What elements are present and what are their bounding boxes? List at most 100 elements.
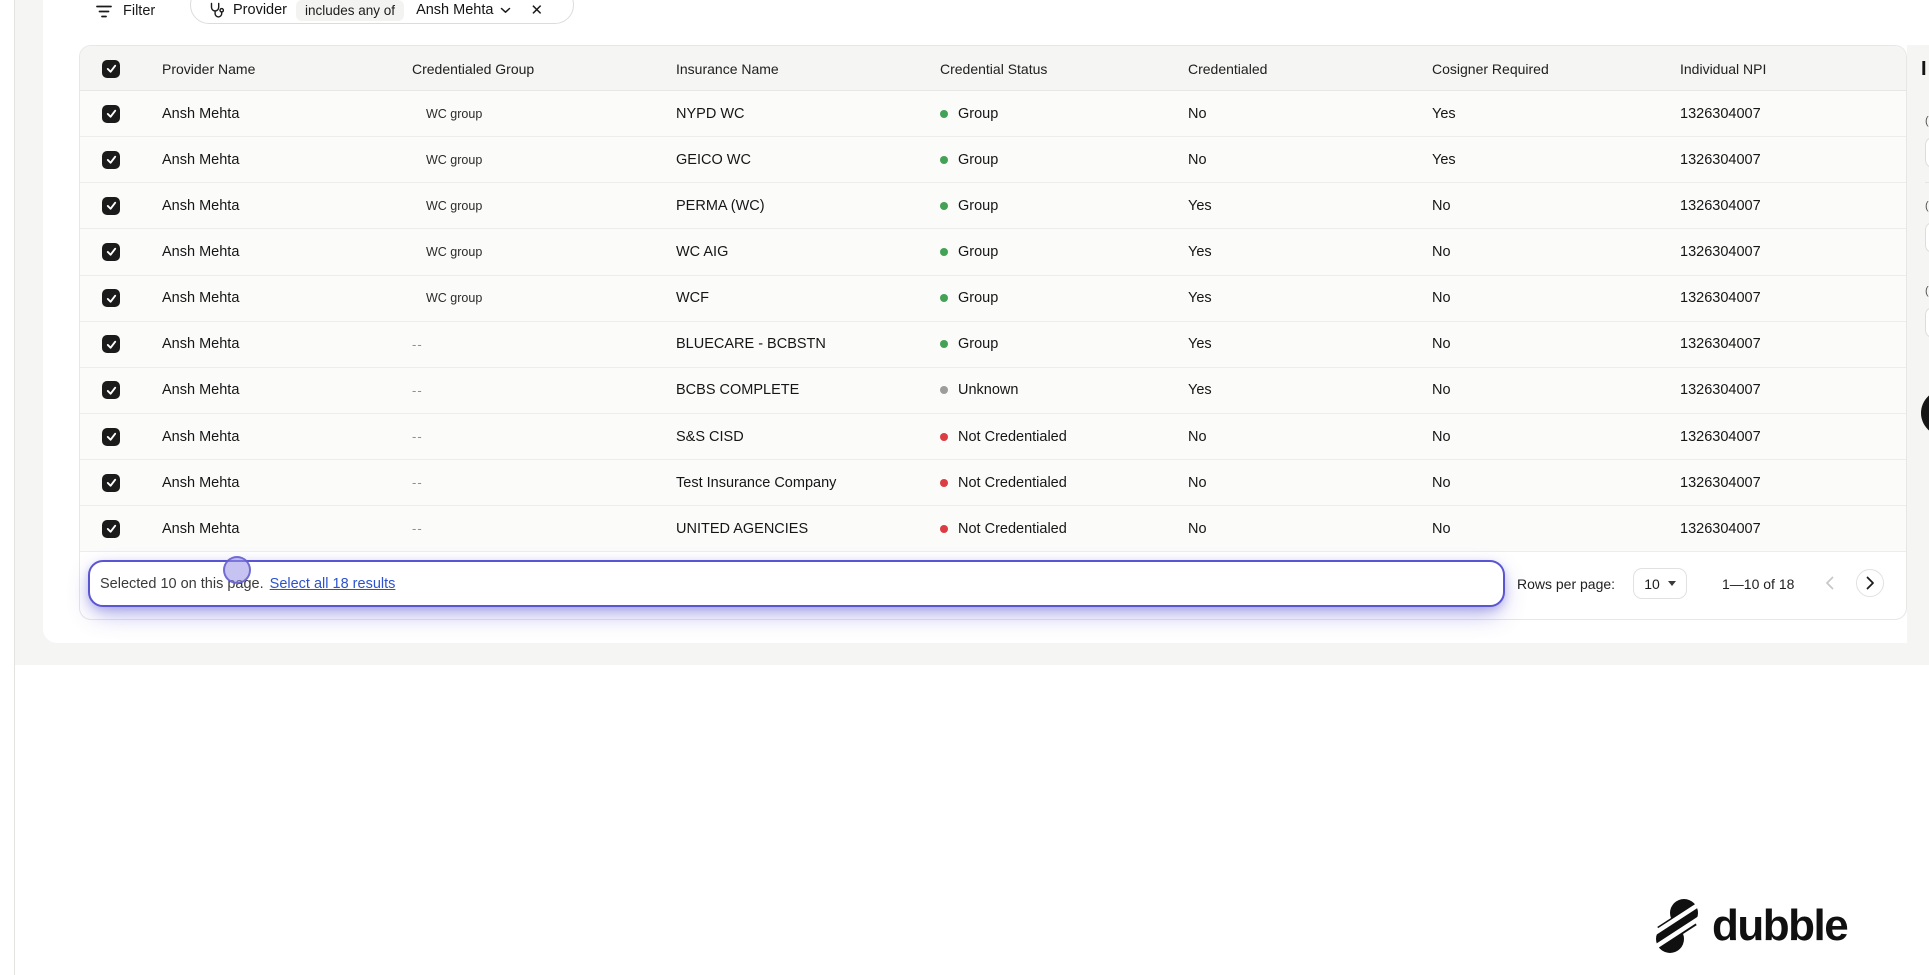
column-header-individual-npi[interactable]: Individual NPI (1680, 60, 1767, 77)
select-all-link[interactable]: Select all 18 results (269, 575, 396, 592)
cell-credentialed: No (1188, 520, 1207, 537)
table-row[interactable]: Ansh Mehta -- BCBS COMPLETE Unknown Yes … (80, 367, 1906, 414)
cell-credential-status: Group (940, 137, 998, 182)
status-label: Group (958, 105, 999, 122)
row-checkbox[interactable] (102, 104, 120, 123)
right-panel-heading-fragment: I (1921, 58, 1927, 80)
cell-cosigner-required: No (1432, 197, 1451, 214)
cell-credentialed-group: WC group (426, 106, 483, 121)
cell-insurance-name: NYPD WC (676, 105, 745, 122)
next-page-button[interactable] (1856, 569, 1884, 597)
cell-credentialed: No (1188, 428, 1207, 445)
status-dot (940, 155, 948, 164)
cell-credentialed-group: WC group (426, 198, 483, 213)
cell-cosigner-required: Yes (1432, 151, 1456, 168)
row-checkbox-cell (102, 276, 120, 321)
cell-credentialed: Yes (1188, 336, 1212, 353)
status-dot (940, 294, 948, 303)
status-label: Not Credentialed (958, 428, 1067, 445)
chip-value-dropdown[interactable]: Ansh Mehta (416, 2, 511, 18)
right-panel-edge: I ( ( ( (1907, 45, 1929, 643)
status-label: Unknown (958, 382, 1019, 399)
select-all-checkbox[interactable] (102, 59, 120, 78)
cell-provider-name: Ansh Mehta (162, 382, 240, 399)
table-row[interactable]: Ansh Mehta -- S&S CISD Not Credentialed … (80, 413, 1906, 461)
cell-credentialed-group: -- (412, 336, 423, 352)
cell-credential-status: Not Credentialed (940, 414, 1067, 459)
right-panel-input-fragment[interactable] (1925, 222, 1929, 253)
status-dot (940, 386, 948, 395)
cell-credential-status: Group (940, 276, 998, 321)
table-row[interactable]: Ansh Mehta WC group WCF Group Yes No 132… (80, 275, 1906, 322)
row-checkbox[interactable] (102, 242, 120, 261)
table-row[interactable]: Ansh Mehta WC group PERMA (WC) Group Yes… (80, 183, 1906, 230)
row-checkbox[interactable] (102, 335, 120, 354)
row-checkbox[interactable] (102, 196, 120, 215)
status-label: Not Credentialed (958, 520, 1067, 537)
column-header-cosigner-required[interactable]: Cosigner Required (1432, 60, 1549, 77)
column-header-credentialed[interactable]: Credentialed (1188, 60, 1268, 77)
table-row[interactable]: Ansh Mehta -- Test Insurance Company Not… (80, 460, 1906, 507)
chip-operator[interactable]: includes any of (296, 0, 405, 21)
cell-individual-npi: 1326304007 (1680, 151, 1761, 168)
cell-cosigner-required: Yes (1432, 105, 1456, 122)
table-header-row: Provider Name Credentialed Group Insuran… (80, 46, 1906, 91)
column-header-provider-name[interactable]: Provider Name (162, 60, 256, 77)
right-panel-divider (1925, 182, 1929, 183)
floating-action-button-fragment[interactable] (1921, 390, 1929, 436)
previous-page-button[interactable] (1820, 574, 1838, 592)
select-all-checkbox-cell (102, 46, 120, 91)
filter-button-label: Filter (123, 3, 156, 19)
row-checkbox[interactable] (102, 289, 120, 308)
column-header-credential-status[interactable]: Credential Status (940, 60, 1048, 77)
cell-insurance-name: Test Insurance Company (676, 474, 837, 491)
right-panel-input-fragment[interactable] (1925, 137, 1929, 168)
cell-credential-status: Group (940, 91, 998, 136)
cell-provider-name: Ansh Mehta (162, 428, 240, 445)
cell-credentialed-group: WC group (426, 152, 483, 167)
row-checkbox[interactable] (102, 519, 120, 538)
filter-button[interactable]: Filter (95, 0, 155, 22)
column-header-credentialed-group[interactable]: Credentialed Group (412, 60, 535, 77)
rows-per-page-select[interactable]: 10 (1633, 568, 1687, 599)
cell-cosigner-required: No (1432, 474, 1451, 491)
cell-individual-npi: 1326304007 (1680, 290, 1761, 307)
right-panel-field-label: ( (1925, 115, 1929, 127)
cell-credentialed-group: WC group (426, 291, 483, 306)
row-checkbox-cell (102, 91, 120, 136)
row-checkbox[interactable] (102, 381, 120, 400)
cell-credential-status: Unknown (940, 368, 1018, 413)
cell-provider-name: Ansh Mehta (162, 520, 240, 537)
status-label: Not Credentialed (958, 474, 1067, 491)
cell-insurance-name: UNITED AGENCIES (676, 520, 809, 537)
status-dot (940, 524, 948, 533)
table-body: Ansh Mehta WC group NYPD WC Group No Yes… (80, 91, 1906, 553)
provider-filter-chip[interactable]: Provider includes any of Ansh Mehta ✕ (190, 0, 574, 24)
table-row[interactable]: Ansh Mehta WC group NYPD WC Group No Yes… (80, 91, 1906, 138)
right-panel-input-fragment[interactable] (1925, 307, 1929, 338)
chevron-right-icon (1866, 576, 1874, 590)
table-row[interactable]: Ansh Mehta -- UNITED AGENCIES Not Creden… (80, 506, 1906, 553)
row-checkbox-cell (102, 506, 120, 551)
column-header-insurance-name[interactable]: Insurance Name (676, 60, 779, 77)
row-checkbox[interactable] (102, 427, 120, 446)
cell-individual-npi: 1326304007 (1680, 243, 1761, 260)
cell-credentialed: No (1188, 105, 1207, 122)
cell-insurance-name: WCF (676, 290, 710, 307)
table-row[interactable]: Ansh Mehta WC group GEICO WC Group No Ye… (80, 137, 1906, 184)
status-dot (940, 201, 948, 210)
table-row[interactable]: Ansh Mehta WC group WC AIG Group Yes No … (80, 229, 1906, 276)
table-row[interactable]: Ansh Mehta -- BLUECARE - BCBSTN Group Ye… (80, 321, 1906, 368)
cell-provider-name: Ansh Mehta (162, 151, 240, 168)
chip-close-icon[interactable]: ✕ (530, 1, 544, 19)
rows-per-page-value: 10 (1644, 575, 1660, 592)
cell-insurance-name: GEICO WC (676, 151, 751, 168)
row-checkbox[interactable] (102, 150, 120, 169)
dubble-logo-icon (1652, 898, 1702, 954)
cell-insurance-name: BLUECARE - BCBSTN (676, 336, 826, 353)
row-checkbox[interactable] (102, 473, 120, 492)
row-checkbox-cell (102, 137, 120, 182)
click-indicator (223, 556, 251, 584)
cell-credential-status: Not Credentialed (940, 460, 1067, 505)
